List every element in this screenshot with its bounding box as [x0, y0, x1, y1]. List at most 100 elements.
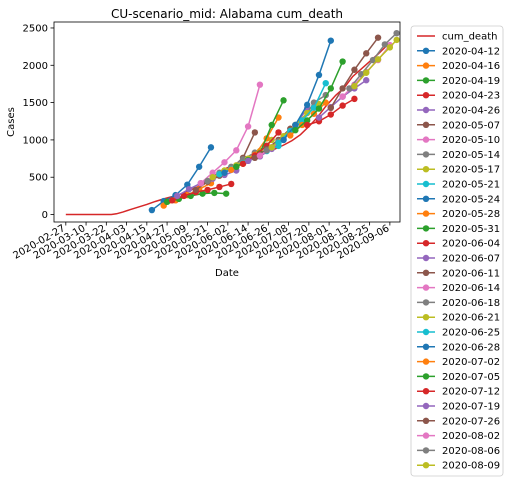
series-2020-06-28: [280, 37, 334, 144]
legend-marker: [422, 136, 430, 143]
x-axis-label: Date: [215, 268, 239, 279]
legend-marker: [422, 166, 430, 173]
data-point: [211, 189, 218, 197]
legend-item: 2020-04-23: [417, 91, 500, 102]
data-point: [192, 186, 199, 194]
data-point: [180, 192, 188, 200]
series-2020-05-10: [197, 81, 264, 187]
data-point: [207, 144, 215, 151]
data-point: [310, 104, 318, 112]
data-point: [185, 185, 193, 193]
legend-item: 2020-05-28: [417, 209, 500, 220]
legend-marker: [422, 62, 430, 69]
legend-marker: [422, 447, 430, 454]
y-tick-label: 2000: [23, 61, 48, 72]
data-point: [251, 129, 259, 136]
legend-item: 2020-04-12: [417, 46, 500, 57]
y-tick-label: 1500: [23, 98, 48, 109]
data-point: [303, 121, 311, 129]
legend-item: 2020-06-04: [417, 239, 500, 250]
legend-item: 2020-08-02: [417, 431, 500, 442]
series-2020-07-05: [292, 58, 346, 134]
data-point: [351, 82, 358, 90]
legend-label: 2020-08-06: [442, 446, 500, 457]
chart-title: CU-scenario_mid: Alabama cum_death: [111, 7, 343, 21]
legend-label: 2020-06-04: [442, 239, 500, 250]
series-2020-06-25: [275, 79, 329, 147]
data-point: [327, 37, 334, 44]
data-point: [280, 97, 287, 104]
data-point: [327, 85, 334, 92]
legend: cum_death 2020-04-12 2020-04-16 2020-04-19 2…: [410, 25, 504, 477]
legend-item: 2020-05-10: [417, 135, 500, 146]
legend-label: 2020-05-24: [442, 194, 500, 205]
data-point: [251, 154, 259, 162]
series-2020-04-23: [168, 180, 235, 204]
legend-item: 2020-08-06: [417, 446, 500, 457]
legend-label: 2020-08-09: [442, 461, 500, 472]
data-point: [363, 69, 370, 76]
legend-label: 2020-06-28: [442, 342, 500, 353]
data-point: [280, 136, 287, 144]
legend-label: 2020-06-25: [442, 328, 500, 339]
data-point: [163, 198, 171, 206]
data-point: [228, 166, 235, 173]
data-point: [195, 163, 203, 170]
data-point: [315, 114, 323, 121]
data-point: [275, 139, 282, 147]
y-tick-label: 0: [42, 210, 48, 221]
legend-item: 2020-06-18: [417, 298, 500, 309]
legend-marker: [422, 240, 430, 247]
data-point: [339, 102, 346, 109]
data-point: [268, 121, 275, 129]
legend-label: 2020-04-19: [442, 76, 500, 87]
data-point: [221, 169, 228, 176]
legend-marker: [422, 121, 430, 128]
legend-item: 2020-05-21: [417, 180, 500, 191]
legend-marker: [422, 151, 430, 158]
data-point: [292, 121, 299, 129]
legend-marker: [422, 343, 430, 350]
legend-marker: [422, 462, 430, 469]
legend-item: 2020-04-16: [417, 61, 500, 72]
data-point: [303, 101, 311, 109]
data-point: [292, 127, 299, 134]
data-point: [216, 171, 223, 178]
data-point: [199, 190, 206, 197]
legend-label: 2020-05-28: [442, 209, 500, 220]
y-axis: 0 500 1000 1500 2000 2500: [23, 23, 54, 221]
legend-marker: [422, 417, 430, 424]
legend-item: 2020-07-26: [417, 416, 500, 427]
legend-item: 2020-05-31: [417, 224, 500, 235]
data-point: [221, 159, 228, 166]
series-2020-08-06: [346, 29, 400, 92]
legend-label: 2020-06-18: [442, 298, 500, 309]
data-point: [263, 147, 270, 154]
legend-marker: [422, 388, 430, 395]
legend-label: 2020-04-26: [442, 106, 500, 117]
legend-label: 2020-08-02: [442, 431, 500, 442]
data-point: [268, 144, 275, 151]
legend-marker: [422, 77, 430, 84]
data-point: [381, 41, 389, 48]
legend-item: 2020-05-24: [417, 194, 500, 205]
data-point: [228, 180, 235, 188]
data-point: [369, 56, 377, 64]
legend-label: 2020-07-19: [442, 402, 500, 413]
series-2020-04-19: [163, 189, 230, 206]
legend-label: 2020-07-02: [442, 357, 500, 368]
legend-marker: [422, 314, 430, 321]
legend-label: 2020-05-10: [442, 135, 500, 146]
data-point: [315, 71, 323, 79]
data-point: [339, 93, 346, 100]
legend-label: 2020-07-26: [442, 416, 500, 427]
data-point: [204, 186, 211, 194]
y-axis-label: Cases: [6, 107, 17, 137]
legend-item: 2020-07-05: [417, 372, 500, 383]
legend-marker: [422, 210, 430, 217]
legend-label: 2020-07-12: [442, 387, 500, 398]
legend-label: 2020-05-14: [442, 150, 500, 161]
legend-item: 2020-07-19: [417, 402, 500, 413]
data-point: [393, 29, 400, 37]
